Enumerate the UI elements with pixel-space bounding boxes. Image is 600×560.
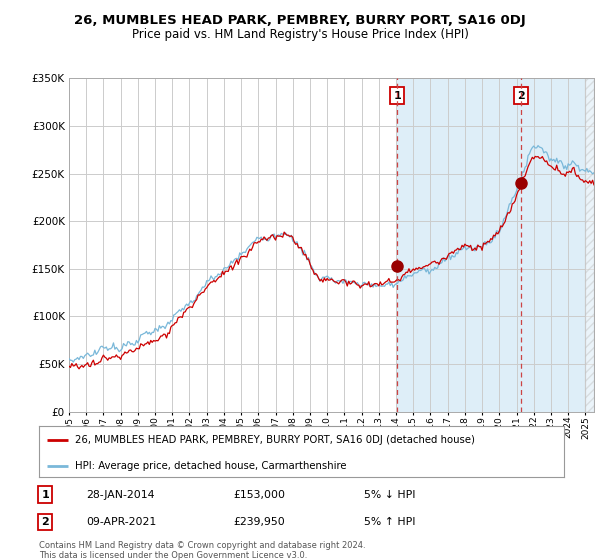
Text: Contains HM Land Registry data © Crown copyright and database right 2024.: Contains HM Land Registry data © Crown c…	[39, 541, 365, 550]
Text: 5% ↑ HPI: 5% ↑ HPI	[365, 517, 416, 526]
Text: 5% ↓ HPI: 5% ↓ HPI	[365, 489, 416, 500]
Text: This data is licensed under the Open Government Licence v3.0.: This data is licensed under the Open Gov…	[39, 551, 307, 560]
Text: Price paid vs. HM Land Registry's House Price Index (HPI): Price paid vs. HM Land Registry's House …	[131, 28, 469, 41]
Text: £153,000: £153,000	[233, 489, 285, 500]
Text: 26, MUMBLES HEAD PARK, PEMBREY, BURRY PORT, SA16 0DJ: 26, MUMBLES HEAD PARK, PEMBREY, BURRY PO…	[74, 14, 526, 27]
Text: £239,950: £239,950	[233, 517, 285, 526]
Text: 2: 2	[517, 91, 525, 101]
Text: 09-APR-2021: 09-APR-2021	[86, 517, 157, 526]
Text: HPI: Average price, detached house, Carmarthenshire: HPI: Average price, detached house, Carm…	[75, 461, 346, 471]
Text: 1: 1	[394, 91, 401, 101]
Text: 26, MUMBLES HEAD PARK, PEMBREY, BURRY PORT, SA16 0DJ (detached house): 26, MUMBLES HEAD PARK, PEMBREY, BURRY PO…	[75, 435, 475, 445]
Bar	[586, 78, 594, 412]
Bar	[397, 78, 594, 412]
Text: 28-JAN-2014: 28-JAN-2014	[86, 489, 155, 500]
Text: 2: 2	[41, 517, 49, 526]
Text: 1: 1	[41, 489, 49, 500]
